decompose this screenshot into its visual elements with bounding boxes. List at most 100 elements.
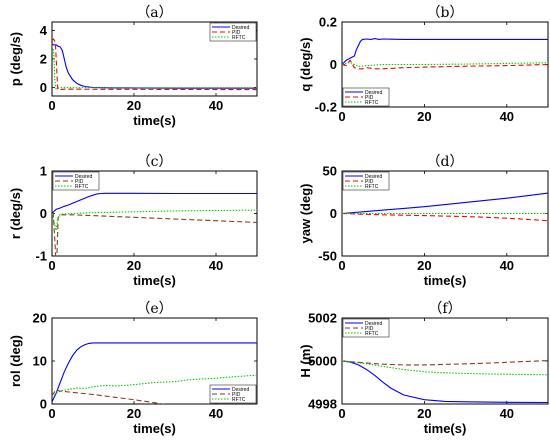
legend-label: Desired	[232, 25, 249, 31]
x-tick-label: 20	[417, 406, 431, 421]
series-line-rftc	[342, 360, 548, 376]
legend-label: PID	[365, 95, 374, 101]
chart-title: （f）	[428, 301, 461, 317]
legend-label: PID	[365, 179, 374, 185]
legend-label: PID	[232, 30, 241, 36]
y-tick-label: 0	[40, 80, 47, 95]
x-tick-label: 0	[48, 98, 55, 113]
x-tick-label: 20	[127, 406, 141, 421]
series-line-desired	[52, 192, 257, 214]
chart-title: （d）	[427, 154, 464, 170]
legend-label: RFTC	[365, 100, 379, 106]
series-line-desired	[342, 192, 548, 215]
x-tick-label: 0	[48, 258, 55, 273]
legend-label: Desired	[365, 174, 382, 180]
x-tick-label: 40	[500, 258, 514, 273]
x-tick-label: 20	[127, 98, 141, 113]
legend-label: RFTC	[232, 397, 246, 403]
x-tick-label: 40	[209, 98, 223, 113]
series-line-desired	[52, 44, 257, 89]
x-axis-label: time(s)	[424, 273, 467, 288]
chart-title: （a）	[136, 5, 172, 21]
y-tick-label: 4	[40, 23, 48, 38]
series-line-pid	[342, 59, 548, 70]
series-line-pid	[52, 38, 257, 91]
y-tick-label: 1	[40, 164, 47, 179]
series-line-pid	[52, 212, 257, 256]
y-tick-label: -0.2	[315, 100, 337, 115]
x-tick-label: 40	[500, 109, 514, 124]
series-line-rftc	[52, 374, 257, 398]
y-tick-label: -50	[318, 249, 337, 264]
y-tick-label: 0	[330, 206, 337, 221]
x-tick-label: 40	[209, 258, 223, 273]
x-tick-label: 0	[338, 406, 345, 421]
x-tick-label: 40	[500, 406, 514, 421]
x-axis-label: time(s)	[133, 421, 176, 436]
y-axis-label: rol (deg)	[8, 335, 23, 387]
series-line-desired	[52, 342, 257, 403]
y-axis-label: r (deg/s)	[8, 188, 23, 239]
x-tick-label: 0	[48, 406, 55, 421]
series-line-rftc	[52, 209, 257, 231]
legend-label: Desired	[365, 321, 382, 327]
x-tick-label: 40	[209, 406, 223, 421]
chart-title: （e）	[136, 301, 172, 317]
x-axis-label: time(s)	[424, 421, 467, 436]
chart-panel-e: 0 20 40 0 10 20 （e） time(s) rol (deg) DesiredPIDR…	[8, 301, 258, 436]
y-tick-label: 5002	[308, 311, 337, 326]
legend-label: RFTC	[232, 35, 246, 41]
y-axis-label: H (m)	[298, 344, 313, 377]
legend-label: PID	[75, 179, 84, 185]
y-tick-label: 0.2	[319, 15, 337, 30]
x-tick-label: 20	[417, 109, 431, 124]
legend-label: RFTC	[365, 331, 379, 337]
y-tick-label: 2	[40, 52, 47, 67]
y-tick-label: 0	[40, 397, 47, 412]
legend-label: RFTC	[75, 184, 89, 190]
series-line-pid	[342, 360, 548, 366]
y-axis-label: p (deg/s)	[8, 32, 23, 86]
y-tick-label: 50	[323, 164, 337, 179]
chart-panel-f: 0 20 40 4998 5000 5002 （f） time(s) H (m) DesiredP…	[298, 301, 549, 436]
series-line-desired	[342, 360, 548, 404]
y-axis-label: q (deg/s)	[298, 37, 313, 91]
x-axis-label: time(s)	[133, 273, 176, 288]
chart-title: （c）	[137, 154, 173, 170]
x-axis-label: time(s)	[133, 113, 176, 128]
legend-label: Desired	[232, 387, 249, 393]
x-tick-label: 0	[338, 258, 345, 273]
y-tick-label: 20	[33, 311, 47, 326]
legend-label: PID	[365, 326, 374, 332]
legend-label: Desired	[365, 90, 382, 96]
series-line-rftc	[52, 46, 257, 90]
series-line-pid	[342, 212, 548, 222]
legend-label: Desired	[75, 174, 92, 180]
y-tick-label: 4998	[308, 397, 337, 412]
x-tick-label: 0	[338, 109, 345, 124]
y-tick-label: 5000	[308, 354, 337, 369]
chart-title: （b）	[427, 5, 464, 21]
chart-panel-a: 0 20 40 0 2 4 （a） time(s) p (deg/s) DesiredPIDRFT…	[8, 5, 258, 128]
series-line-pid	[52, 389, 166, 404]
series-line-rftc	[342, 61, 548, 68]
y-tick-label: -1	[35, 249, 47, 264]
y-tick-label: 10	[33, 354, 47, 369]
x-tick-label: 20	[417, 258, 431, 273]
y-tick-label: 0	[40, 206, 47, 221]
y-tick-label: 0	[330, 57, 337, 72]
legend-label: RFTC	[365, 184, 379, 190]
legend-label: PID	[232, 392, 241, 398]
chart-panel-c: 0 20 40-101（c）time(s)r (deg/s)DesiredPIDRF…	[8, 154, 258, 288]
y-axis-label: yaw (deg)	[298, 184, 313, 244]
series-line-desired	[342, 38, 548, 65]
